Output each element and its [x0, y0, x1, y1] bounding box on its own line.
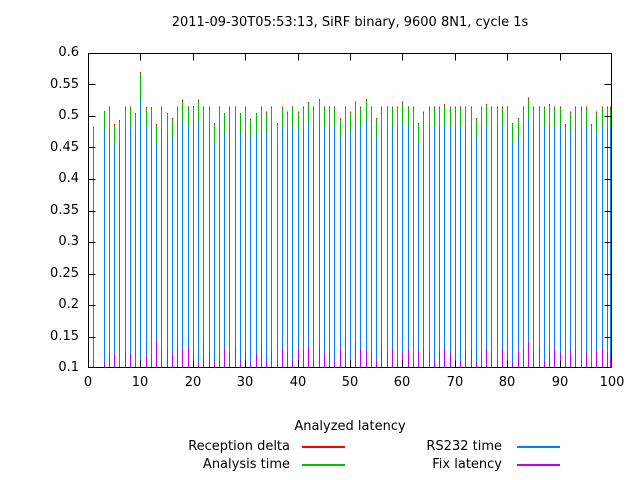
- legend-title: Analyzed latency: [294, 419, 406, 434]
- x-tick-label: 50: [341, 375, 359, 390]
- x-tick-label: 10: [131, 375, 149, 390]
- plot-area: [88, 53, 612, 368]
- x-tick-label: 0: [83, 375, 93, 390]
- x-tick-label: 30: [236, 375, 254, 390]
- legend-line-reception-delta-icon: [302, 446, 345, 448]
- y-tick-label: 0.3: [58, 234, 79, 249]
- legend-label-fix-latency: Fix latency: [432, 457, 502, 472]
- legend-line-fix-latency-icon: [517, 464, 560, 466]
- legend-line-rs232-time-icon: [517, 446, 560, 448]
- x-tick-label: 20: [184, 375, 202, 390]
- x-tick-label: 100: [599, 375, 625, 390]
- legend-line-analysis-time-icon: [302, 464, 345, 466]
- legend-label-reception-delta: Reception delta: [188, 439, 290, 454]
- y-tick-label: 0.1: [58, 360, 79, 375]
- x-tick-label: 70: [446, 375, 464, 390]
- series-3-impulses: [93, 340, 611, 368]
- y-tick-label: 0.35: [50, 202, 79, 218]
- series-2-impulses: [93, 100, 611, 368]
- series-1-impulses: [93, 73, 611, 368]
- legend-label-rs232-time: RS232 time: [426, 439, 502, 454]
- legend-label-analysis-time: Analysis time: [202, 457, 290, 472]
- x-tick-label: 90: [551, 375, 569, 390]
- y-tick-label: 0.6: [58, 45, 79, 60]
- series-0-impulses: [93, 71, 611, 368]
- y-tick-label: 0.15: [50, 328, 79, 344]
- plot-frame: [88, 53, 612, 368]
- y-tick-label: 0.4: [58, 171, 79, 186]
- x-tick-label: 60: [393, 375, 411, 390]
- y-tick-label: 0.2: [58, 297, 79, 312]
- x-tick-label: 40: [289, 375, 307, 390]
- y-tick-label: 0.45: [50, 139, 79, 155]
- x-tick-label: 80: [498, 375, 516, 390]
- chart-title: 2011-09-30T05:53:13, SiRF binary, 9600 8…: [171, 15, 529, 30]
- y-tick-label: 0.5: [58, 108, 79, 123]
- y-tick-label: 0.55: [50, 76, 79, 92]
- y-tick-label: 0.25: [50, 265, 79, 281]
